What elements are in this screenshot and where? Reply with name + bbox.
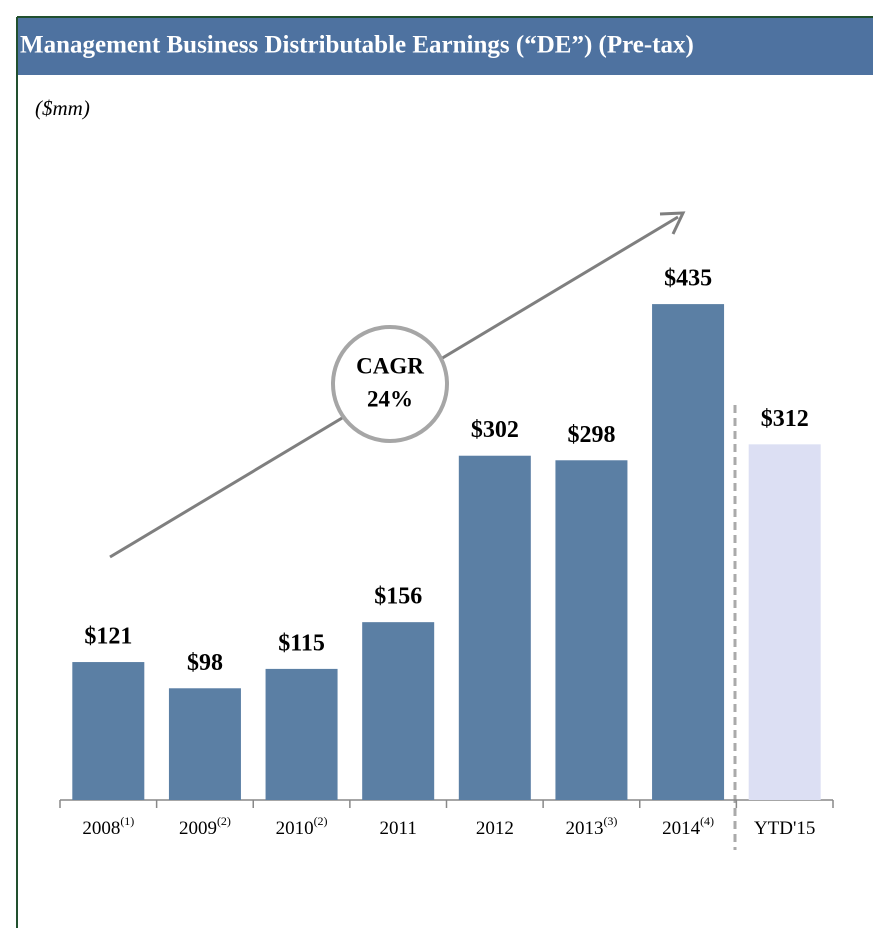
category: 2013 bbox=[565, 818, 603, 839]
footnote-mark: (2) bbox=[217, 814, 231, 828]
bar bbox=[72, 662, 145, 800]
x-tick-label: 2009(2) bbox=[179, 814, 231, 840]
x-tick-label: 2010(2) bbox=[276, 814, 328, 840]
value-label: $98 bbox=[187, 650, 223, 676]
x-tick-label: 2008(1) bbox=[82, 814, 134, 840]
category: 2011 bbox=[380, 818, 417, 839]
value-label: $115 bbox=[278, 630, 325, 656]
x-tick-label: 2012 bbox=[476, 818, 514, 839]
arrow-head bbox=[659, 211, 686, 235]
category: 2012 bbox=[476, 818, 514, 839]
value-label: $435 bbox=[664, 266, 712, 292]
category: 2010 bbox=[276, 818, 314, 839]
footnote-mark: (4) bbox=[700, 814, 714, 828]
category: 2008 bbox=[82, 818, 120, 839]
bar bbox=[265, 668, 338, 800]
footnote-mark: (3) bbox=[603, 814, 617, 828]
annotation: CAGR bbox=[356, 353, 424, 378]
bar bbox=[652, 304, 725, 800]
footnote-mark: (1) bbox=[120, 814, 134, 828]
bar bbox=[458, 455, 531, 800]
category: YTD'15 bbox=[754, 818, 815, 839]
annotation: 24% bbox=[367, 386, 413, 411]
x-tick-label: 2014(4) bbox=[662, 814, 714, 840]
header-bar bbox=[18, 18, 873, 75]
bar bbox=[168, 688, 241, 800]
value-label: $121 bbox=[84, 624, 132, 650]
value-label: $298 bbox=[567, 422, 615, 448]
x-tick-label: 2011 bbox=[380, 818, 417, 839]
bar bbox=[362, 622, 435, 800]
x-tick-label: YTD'15 bbox=[754, 818, 815, 839]
value-label: $312 bbox=[761, 406, 809, 432]
subtitle: ($mm) bbox=[35, 96, 90, 120]
footnote-mark: (2) bbox=[314, 814, 328, 828]
category: 2009 bbox=[179, 818, 217, 839]
bar bbox=[748, 444, 821, 800]
x-tick-label: 2013(3) bbox=[565, 814, 617, 840]
chart-title: Management Business Distributable Earnin… bbox=[20, 32, 694, 59]
value-label: $156 bbox=[374, 584, 422, 610]
value-label: $302 bbox=[471, 417, 519, 443]
bar bbox=[555, 460, 628, 800]
cagr-circle bbox=[331, 325, 449, 443]
category: 2014 bbox=[662, 818, 701, 839]
